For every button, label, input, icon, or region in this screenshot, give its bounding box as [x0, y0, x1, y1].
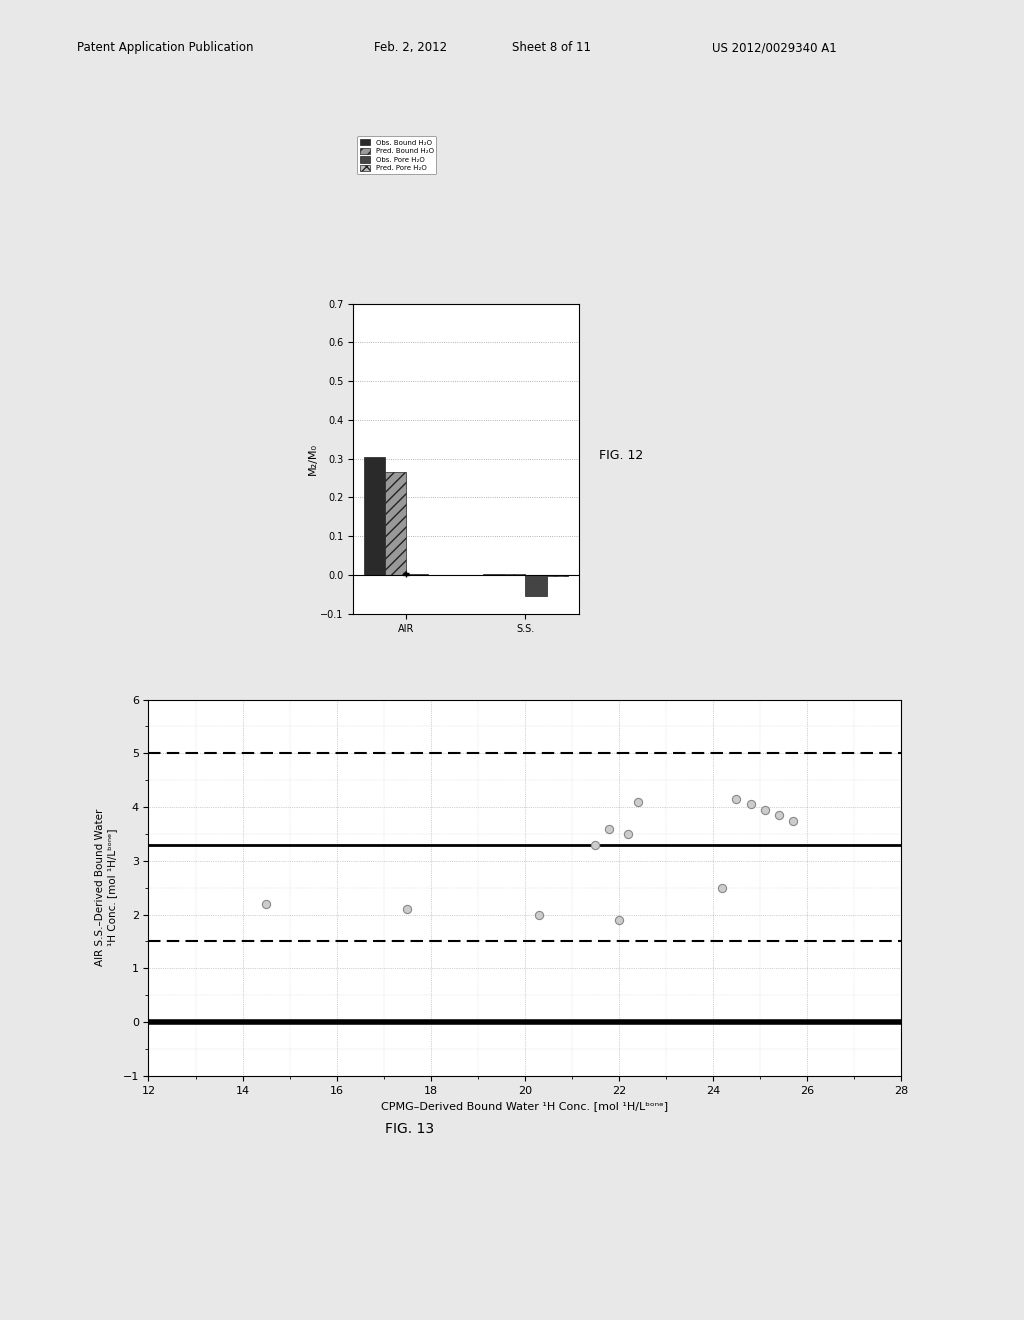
- X-axis label: CPMG–Derived Bound Water ¹H Conc. [mol ¹H/Lᵇᵒⁿᵉ]: CPMG–Derived Bound Water ¹H Conc. [mol ¹…: [381, 1101, 669, 1111]
- Text: Feb. 2, 2012: Feb. 2, 2012: [374, 41, 446, 54]
- Point: [771, 805, 787, 826]
- Bar: [525, 576, 547, 597]
- Point: [399, 899, 416, 920]
- Y-axis label: M₂/M₀: M₂/M₀: [307, 442, 317, 475]
- Y-axis label: AIR S.S.–Derived Bound Water
¹H Conc. [mol ¹H/Lᵇᵒⁿᵉ]: AIR S.S.–Derived Bound Water ¹H Conc. [m…: [95, 809, 117, 966]
- Text: US 2012/0029340 A1: US 2012/0029340 A1: [712, 41, 837, 54]
- Text: Patent Application Publication: Patent Application Publication: [77, 41, 253, 54]
- Point: [742, 793, 759, 814]
- Text: Sheet 8 of 11: Sheet 8 of 11: [512, 41, 591, 54]
- Bar: [364, 457, 385, 576]
- Point: [630, 791, 646, 812]
- Point: [601, 818, 617, 840]
- Point: [757, 799, 773, 820]
- Point: [587, 834, 603, 855]
- Legend: Obs. Bound H₂O, Pred. Bound H₂O, Obs. Pore H₂O, Pred. Pore H₂O: Obs. Bound H₂O, Pred. Bound H₂O, Obs. Po…: [356, 136, 436, 174]
- Point: [610, 909, 627, 931]
- Point: [621, 824, 637, 845]
- Point: [530, 904, 547, 925]
- Point: [728, 788, 744, 809]
- Text: FIG. 12: FIG. 12: [599, 449, 643, 462]
- Point: [714, 878, 730, 899]
- Point: [784, 810, 801, 832]
- Point: [258, 894, 274, 915]
- Text: FIG. 13: FIG. 13: [385, 1122, 434, 1135]
- Bar: [385, 473, 407, 576]
